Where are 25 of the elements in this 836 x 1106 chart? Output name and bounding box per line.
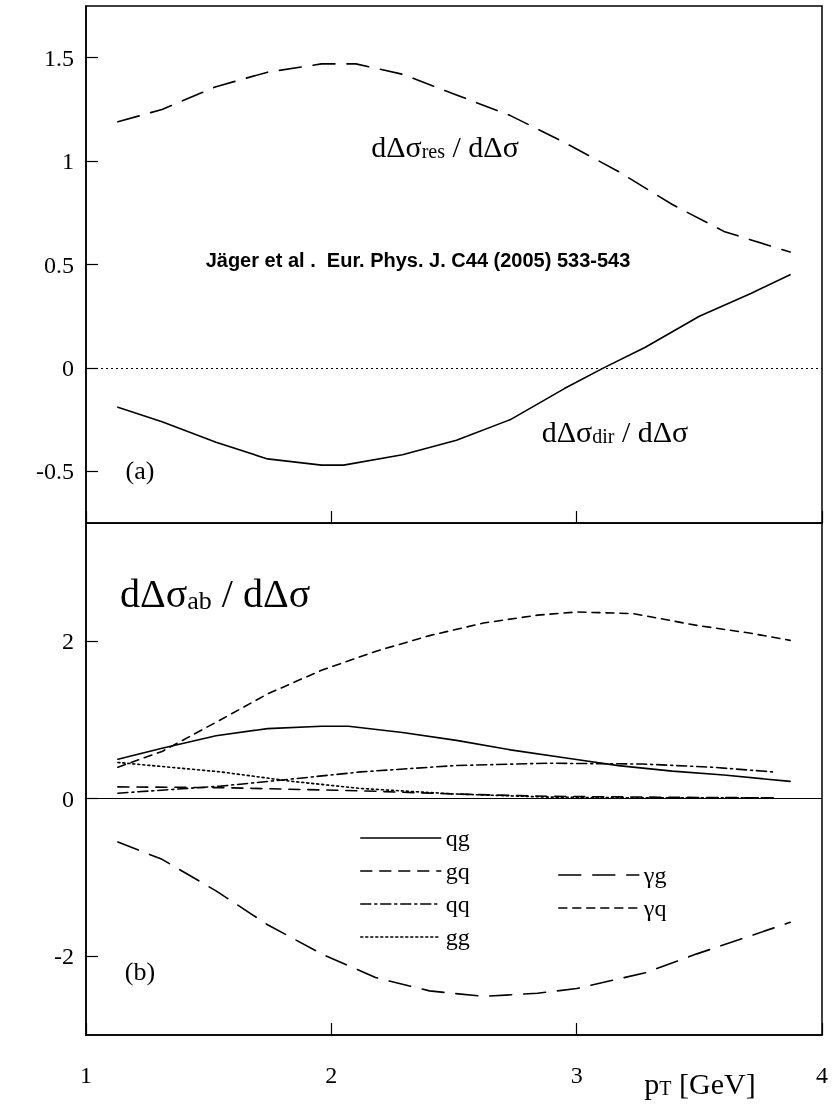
- x-tick-label: 4: [816, 1062, 828, 1088]
- x-tick-label: 1: [80, 1062, 92, 1088]
- y-tick-label: 1.5: [44, 44, 74, 71]
- y-tick-label: 0: [62, 785, 74, 812]
- annotation: Jäger et al . Eur. Phys. J. C44 (2005) 533-543: [205, 249, 631, 271]
- annotation: (a): [125, 455, 155, 485]
- annotation: dΔσres / dΔσ: [371, 129, 519, 163]
- y-tick-label: 0.5: [44, 251, 74, 278]
- x-axis-title: pT [GeV]: [644, 1066, 756, 1100]
- annotation: dΔσdir / dΔσ: [541, 414, 689, 448]
- x-tick-label: 2: [325, 1062, 338, 1088]
- legend-label: qg: [445, 825, 470, 851]
- y-tick-label: 2: [62, 628, 74, 655]
- y-tick-label: -2: [54, 943, 74, 970]
- y-tick-label: 0: [62, 354, 74, 381]
- y-tick-label: 1: [62, 148, 74, 175]
- x-tick-label: 3: [570, 1062, 583, 1088]
- legend-label: γq: [642, 895, 667, 921]
- legend-label: qq: [445, 891, 470, 917]
- legend-label: γg: [642, 862, 667, 888]
- y-tick-label: -0.5: [36, 458, 74, 485]
- legend-label: gq: [445, 858, 470, 884]
- legend-label: gg: [445, 924, 470, 950]
- annotation: (b): [124, 956, 156, 986]
- text: dΔσab / dΔσ: [120, 570, 311, 616]
